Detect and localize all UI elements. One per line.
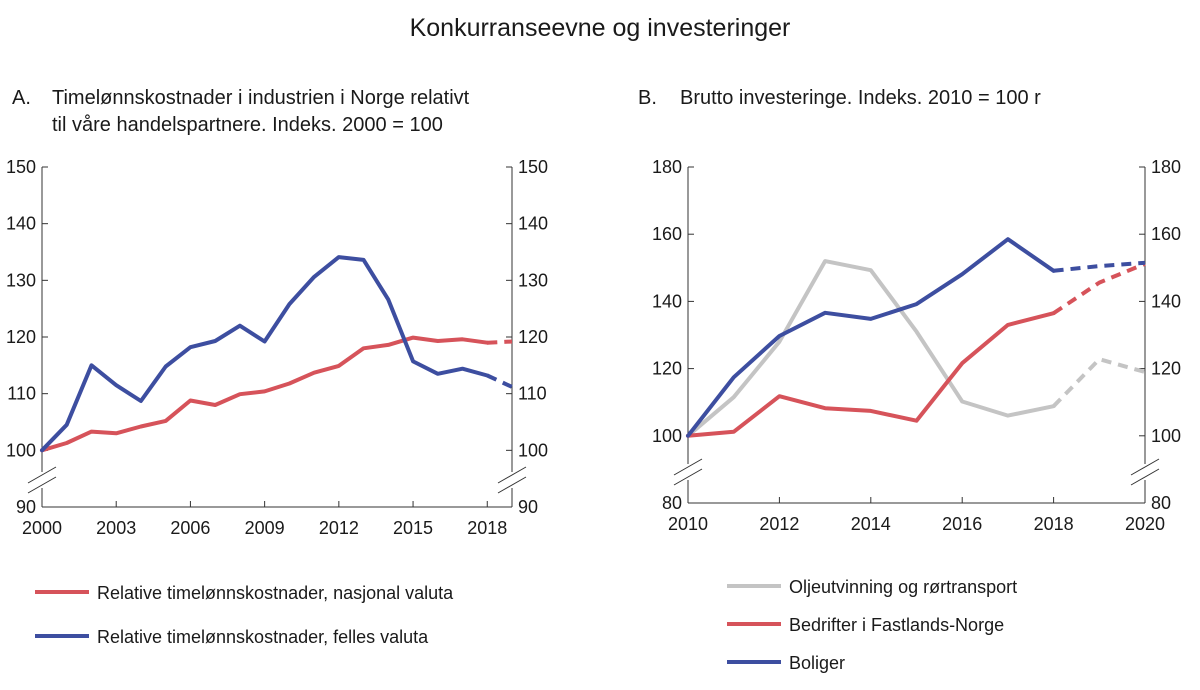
x-tick-label: 2010	[668, 514, 708, 534]
series-line	[686, 311, 1056, 438]
y-tick-label-right: 140	[518, 214, 548, 234]
x-tick-label: 2009	[245, 518, 285, 538]
y-tick-label-left: 140	[6, 214, 36, 234]
legend-label: Relative timelønnskostnader, felles valu…	[97, 627, 429, 647]
x-tick-label: 2015	[393, 518, 433, 538]
figure-title: Konkurranseevne og investeringer	[410, 14, 791, 42]
panel-b: B. Brutto investeringe. Indeks. 2010 = 10…	[638, 87, 1181, 673]
axis-break-mark	[673, 468, 703, 486]
axis-break-mark	[673, 458, 703, 476]
y-tick-label-right: 80	[1151, 493, 1171, 513]
panel-a: A. Timelønnskostnader i industrien i Norg…	[6, 87, 548, 647]
y-tick-label-left: 180	[652, 157, 682, 177]
y-tick-label-left: 150	[6, 157, 36, 177]
y-tick-label-left: 100	[6, 440, 36, 460]
y-tick-label-right: 120	[518, 327, 548, 347]
axis-break-mark	[27, 476, 57, 494]
y-tick-label-right: 90	[518, 497, 538, 517]
y-tick-label-right: 110	[518, 384, 547, 404]
series-line-projection	[1052, 357, 1146, 408]
series-line	[686, 237, 1056, 438]
x-tick-label: 2018	[467, 518, 507, 538]
y-tick-label-left: 90	[16, 497, 36, 517]
panel-title-line: til våre handelspartnere. Indeks. 2000 =…	[52, 114, 443, 136]
series-line	[40, 255, 490, 453]
axis-break-gap	[38, 472, 46, 488]
panel-title-line: Brutto investeringe. Indeks. 2010 = 100 …	[680, 87, 1041, 109]
x-tick-label: 2000	[22, 518, 62, 538]
y-tick-label-left: 120	[652, 359, 682, 379]
legend-label: Bedrifter i Fastlands-Norge	[789, 615, 1004, 635]
axis-break-mark	[1130, 458, 1160, 476]
x-tick-label: 2012	[759, 514, 799, 534]
y-tick-label-right: 100	[518, 440, 548, 460]
axis-break-mark	[497, 476, 527, 494]
axis-break-mark	[27, 466, 57, 484]
y-tick-label-right: 130	[518, 270, 548, 290]
y-tick-label-right: 120	[1151, 359, 1181, 379]
y-tick-label-left: 100	[652, 426, 682, 446]
x-tick-label: 2014	[851, 514, 891, 534]
axis-break-gap	[684, 464, 692, 480]
series-line	[40, 335, 490, 453]
y-tick-label-left: 110	[7, 384, 36, 404]
legend-label: Boliger	[789, 653, 845, 673]
y-tick-label-left: 160	[652, 224, 682, 244]
legend-label: Relative timelønnskostnader, nasjonal va…	[97, 583, 454, 603]
y-tick-label-right: 160	[1151, 224, 1181, 244]
axis-break-gap	[508, 472, 516, 488]
x-tick-label: 2018	[1034, 514, 1074, 534]
y-tick-label-right: 180	[1151, 157, 1181, 177]
x-tick-label: 2003	[96, 518, 136, 538]
y-tick-label-left: 120	[6, 327, 36, 347]
series-line-projection	[1052, 261, 1146, 315]
axis-break-gap	[1141, 464, 1149, 480]
y-tick-label-right: 100	[1151, 426, 1181, 446]
series-line-projection	[1053, 260, 1146, 273]
x-tick-label: 2006	[170, 518, 210, 538]
y-tick-label-left: 130	[6, 270, 36, 290]
series-line-projection	[487, 339, 513, 345]
panel-label: A.	[12, 87, 31, 109]
legend-label: Oljeutvinning og rørtransport	[789, 577, 1017, 597]
panel-title-line: Timelønnskostnader i industrien i Norge …	[52, 87, 470, 109]
y-tick-label-left: 140	[652, 291, 682, 311]
series-line-projection	[486, 373, 513, 389]
x-tick-label: 2020	[1125, 514, 1165, 534]
axis-break-mark	[497, 466, 527, 484]
x-tick-label: 2016	[942, 514, 982, 534]
y-tick-label-left: 80	[662, 493, 682, 513]
x-tick-label: 2012	[319, 518, 359, 538]
panel-label: B.	[638, 87, 657, 109]
y-tick-label-right: 140	[1151, 291, 1181, 311]
y-tick-label-right: 150	[518, 157, 548, 177]
axis-break-mark	[1130, 468, 1160, 486]
series-line	[686, 259, 1056, 438]
